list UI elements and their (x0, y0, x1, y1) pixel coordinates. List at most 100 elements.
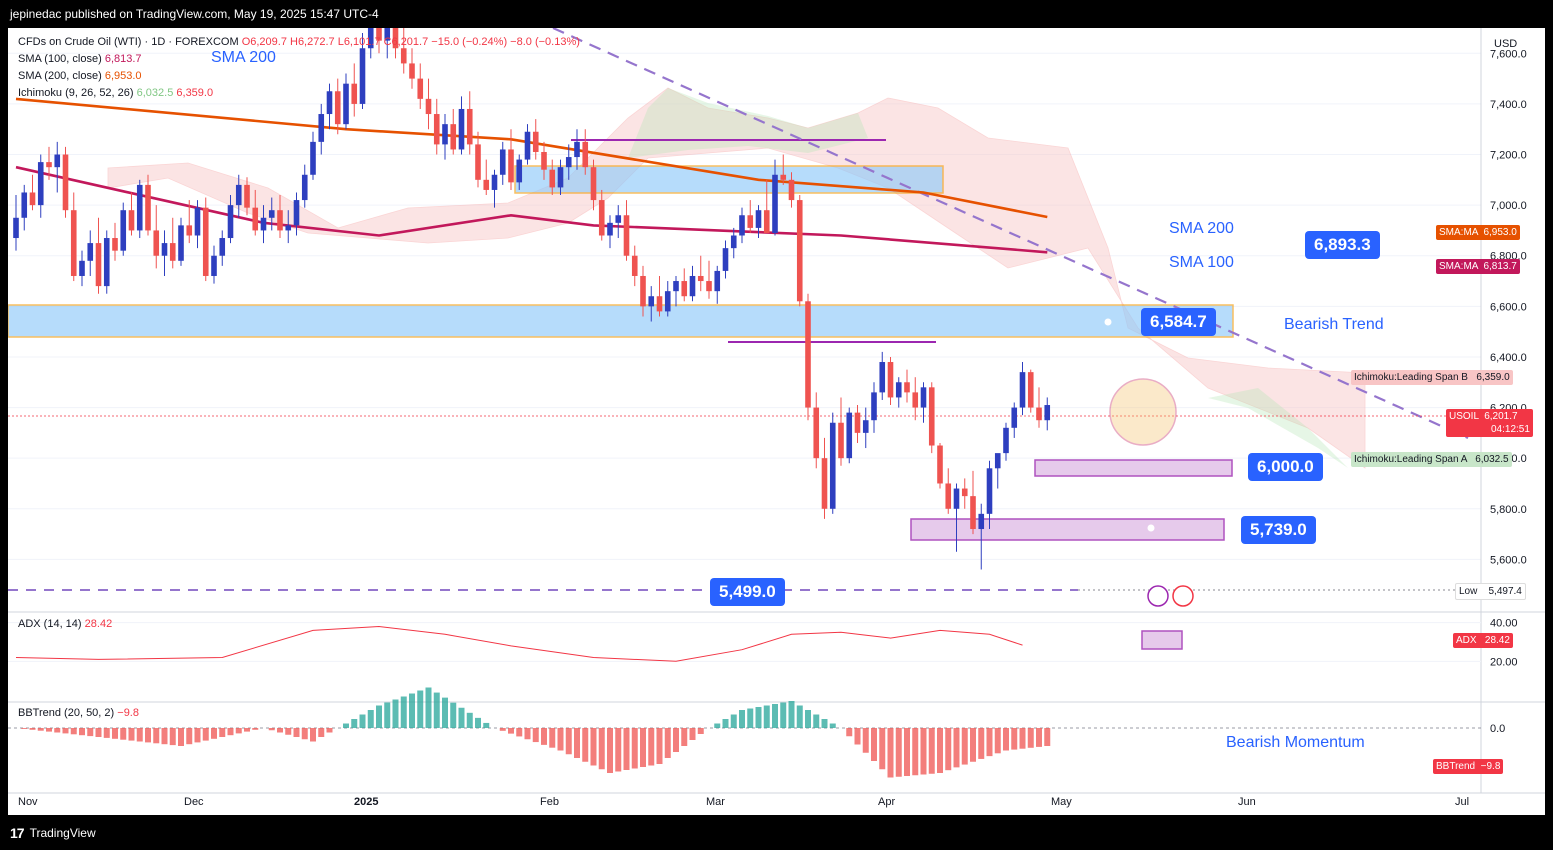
bbtrend-bar (796, 705, 803, 728)
x-tick-label: 2025 (354, 796, 378, 808)
bbtrend-bar (607, 728, 613, 773)
candle-body (252, 207, 259, 231)
candle-body (79, 260, 85, 276)
bbtrend-bar (54, 728, 61, 733)
candle-body (961, 488, 968, 497)
bbtrend-bar (318, 728, 325, 737)
candle-body (1011, 407, 1018, 428)
candle-body (565, 157, 572, 168)
bbtrend-bar (895, 728, 902, 777)
bbtrend-bar (673, 728, 679, 752)
candle-body (912, 392, 919, 408)
candle-body (747, 215, 754, 228)
candle-body (813, 407, 820, 459)
candle-body (615, 215, 622, 223)
sma200-axis-tag: SMA:MA (1439, 227, 1478, 238)
candle-body (227, 205, 234, 239)
bbtrend-bar (615, 728, 622, 772)
bbtrend-bar (252, 728, 259, 730)
bbtrend-bar (103, 728, 110, 738)
candle-body (95, 243, 102, 287)
candle-body (871, 392, 877, 421)
bbtrend-bar (871, 728, 877, 761)
candle-body (293, 200, 300, 226)
adx-axis-label: ADX 28.42 (1453, 633, 1513, 648)
bbtrend-bar (301, 728, 308, 740)
legend-sma200-label[interactable]: SMA (200, close) (18, 70, 102, 82)
legend-sma100-value: 6,813.7 (104, 53, 142, 65)
candle-body (120, 210, 127, 251)
bbtrend-bar (681, 728, 688, 746)
usoil-axis-val: 6,201.7 (1484, 411, 1518, 422)
legend-ichimoku-label[interactable]: Ichimoku (9, 26, 52, 26) (18, 87, 134, 99)
usoil-axis-tag: USOIL (1449, 411, 1479, 422)
candle-body (235, 184, 242, 206)
bbtrend-bar (227, 728, 234, 736)
candle-body (590, 167, 597, 201)
candle-body (887, 362, 894, 398)
usoil-axis-label: USOIL 6,201.7 04:12:51 (1446, 409, 1533, 437)
annotation-sma100: SMA 100 (1169, 254, 1234, 271)
bbtrend-bar (640, 728, 646, 767)
candle-body (879, 362, 886, 393)
adx-label[interactable]: ADX (14, 14) (18, 618, 82, 630)
candle-body (772, 174, 778, 233)
legend-ichimoku-a: 6,032.5 (136, 87, 174, 99)
bbtrend-label[interactable]: BBTrend (20, 50, 2) (18, 707, 115, 719)
bbtrend-bar (813, 714, 820, 728)
bbtrend-bar (400, 696, 407, 728)
bbtrend-bar (623, 728, 630, 770)
candle-body (1003, 427, 1009, 454)
currency-label[interactable]: USD (1494, 38, 1518, 50)
y-tick-label: 6,400.0 (1490, 352, 1527, 364)
candle-body (640, 275, 646, 307)
bbtrend-bar (937, 728, 943, 773)
candle-body (54, 154, 61, 168)
spanb-axis-val: 6,359.0 (1476, 372, 1510, 383)
candle-body (466, 108, 473, 145)
x-tick-label: Feb (540, 796, 559, 808)
candle-body (508, 149, 514, 183)
adx-axis-val: 28.42 (1484, 635, 1510, 646)
published-text: jepinedac published on TradingView.com, … (10, 7, 379, 21)
candle-body (343, 83, 349, 125)
candle-body (722, 248, 729, 271)
candle-body (937, 445, 943, 484)
bbtrend-bar (128, 728, 135, 741)
candle-body (475, 144, 481, 180)
sma100-axis-val: 6,813.7 (1483, 261, 1517, 272)
bbtrend-bar (145, 728, 151, 743)
bbtrend-bar (912, 728, 919, 776)
bbtrend-legend: BBTrend (20, 50, 2) −9.8 (18, 705, 139, 722)
bbtrend-bar (854, 728, 861, 745)
callout-6000: 6,000.0 (1248, 453, 1323, 481)
candle-body (244, 184, 250, 208)
price-chart[interactable]: 7,600.07,400.07,200.07,000.06,800.06,600… (8, 28, 1545, 815)
candle-body (805, 301, 811, 408)
candle-body (664, 291, 671, 312)
y-tick-label: 7,200.0 (1490, 150, 1527, 162)
candle-body (318, 114, 325, 142)
bbtrend-bar (763, 705, 770, 728)
bbtrend-bar (994, 728, 1001, 754)
candle-body (87, 243, 94, 261)
candle-body (920, 387, 927, 408)
candle-body (13, 217, 19, 239)
bbtrend-bar (211, 728, 217, 739)
sma200-axis-val: 6,953.0 (1483, 227, 1517, 238)
bbtrend-bar (714, 723, 721, 728)
candle-body (796, 200, 803, 302)
candle-body (260, 217, 267, 231)
candle-body (334, 91, 341, 125)
bbtrend-bar (1027, 728, 1034, 748)
footer-bar: 17 TradingView (0, 815, 1553, 850)
spana-axis-val: 6,032.5 (1475, 454, 1509, 465)
candle-body (400, 48, 407, 64)
bbtrend-bar (970, 728, 976, 762)
chart-area[interactable]: 7,600.0 7,400.0 7,200.0 7,000.0 6,800.0 6,600… (8, 28, 1545, 815)
footer-brand: TradingView (29, 825, 96, 840)
sma200-axis-label: SMA:MA 6,953.0 (1436, 225, 1520, 240)
candle-body (945, 483, 952, 509)
bbtrend-bar (120, 728, 127, 740)
legend-sma100-label[interactable]: SMA (100, close) (18, 53, 102, 65)
